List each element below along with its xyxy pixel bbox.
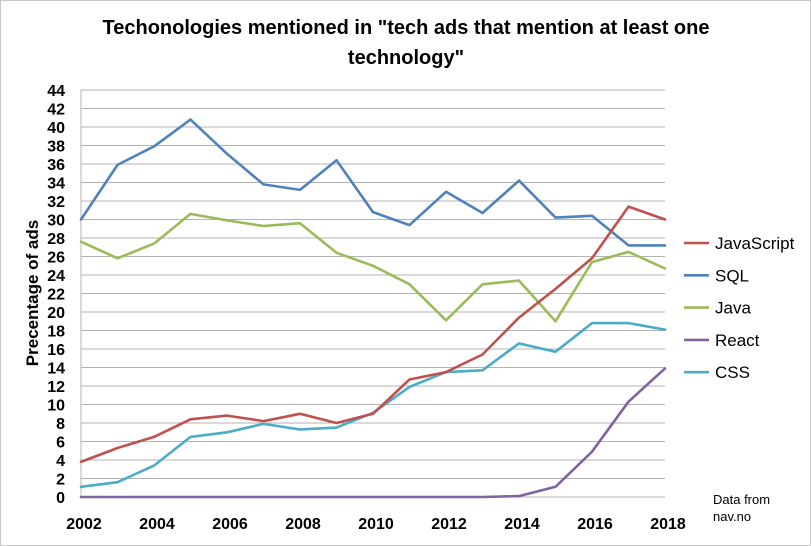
y-tick-label: 22	[47, 287, 65, 304]
source-note: Data from nav.no	[713, 492, 770, 524]
y-tick-label: 4	[56, 453, 65, 470]
y-axis-label: Precentage of ads	[23, 220, 42, 366]
y-tick-label: 32	[47, 194, 65, 211]
y-tick-label: 6	[56, 435, 65, 452]
x-tick-label: 2006	[212, 516, 248, 533]
y-tick-label: 40	[47, 120, 65, 137]
legend-label-sql: SQL	[715, 266, 749, 285]
series-line-javascript	[79, 205, 667, 464]
y-tick-label: 20	[47, 305, 65, 322]
y-tick-label: 24	[47, 268, 65, 285]
x-tick-label: 2018	[650, 516, 686, 533]
y-tick-label: 44	[47, 83, 65, 100]
y-tick-label: 10	[47, 398, 65, 415]
y-tick-label: 42	[47, 102, 65, 119]
source-note-line-2: nav.no	[713, 509, 751, 524]
series-lines	[79, 118, 667, 499]
chart-title-line-2: technology"	[348, 47, 464, 69]
y-tick-label: 36	[47, 157, 65, 174]
x-axis-ticks: 2002 2004 2006 2008 2010 2012 2014 2016 2018	[66, 516, 686, 533]
y-axis-ticks: 0246810121416182022242628303234363840424…	[47, 83, 65, 507]
gridlines	[80, 89, 665, 498]
y-tick-label: 16	[47, 342, 65, 359]
y-tick-label: 18	[47, 324, 65, 341]
x-tick-label: 2012	[431, 516, 467, 533]
chart-title-line-1: Techonologies mentioned in "tech ads tha…	[103, 17, 710, 39]
y-tick-label: 8	[56, 416, 65, 433]
series-line-sql	[79, 118, 667, 247]
x-tick-label: 2010	[358, 516, 394, 533]
y-tick-label: 34	[47, 176, 65, 193]
legend-label-java: Java	[715, 299, 751, 318]
y-tick-label: 12	[47, 379, 65, 396]
legend-label-react: React	[715, 331, 760, 350]
y-tick-label: 2	[56, 472, 65, 489]
series-line-java	[79, 212, 667, 323]
x-tick-label: 2014	[504, 516, 540, 533]
x-tick-label: 2002	[66, 516, 102, 533]
x-tick-label: 2008	[285, 516, 321, 533]
y-tick-label: 14	[47, 361, 65, 378]
legend-label-javascript: JavaScript	[715, 234, 795, 253]
y-tick-label: 26	[47, 250, 65, 267]
y-tick-label: 0	[56, 490, 65, 507]
x-tick-label: 2016	[577, 516, 613, 533]
legend: JavaScript SQL Java React CSS	[684, 234, 795, 382]
y-tick-label: 38	[47, 139, 65, 156]
series-line-react	[79, 367, 667, 499]
chart-title: Techonologies mentioned in "tech ads tha…	[103, 17, 710, 69]
x-tick-label: 2004	[139, 516, 175, 533]
y-tick-label: 30	[47, 213, 65, 230]
y-tick-label: 28	[47, 231, 65, 248]
source-note-line-1: Data from	[713, 492, 770, 507]
legend-label-css: CSS	[715, 363, 750, 382]
